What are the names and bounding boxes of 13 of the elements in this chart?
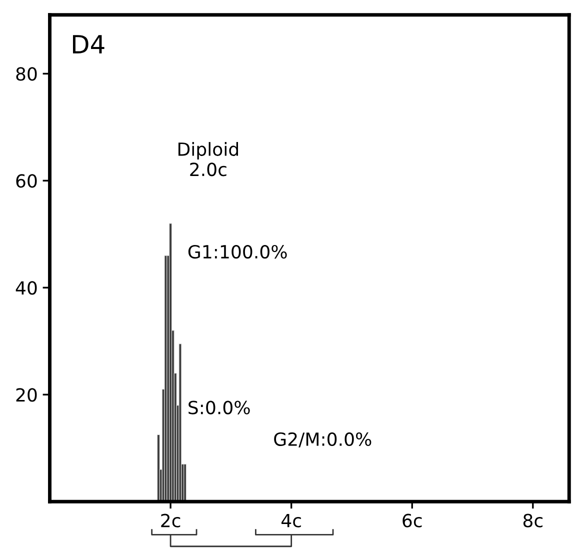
x-tick-label: 6c (402, 514, 422, 528)
y-tick-label: 80 (16, 67, 37, 81)
x-tick-label: 2c (161, 514, 180, 528)
annotation: S:0.0% (188, 400, 250, 414)
x-tick-label: 4c (282, 514, 301, 528)
annotation: G1:100.0% (188, 244, 287, 259)
x-tick-label: 8c (523, 514, 542, 528)
y-tick-label: 60 (16, 174, 37, 188)
y-tick-label: 20 (16, 388, 37, 402)
annotation: Diploid 2.0c (178, 142, 238, 176)
annotation: G2/M:0.0% (274, 432, 372, 448)
text: D4 (72, 35, 104, 54)
y-tick-label: 40 (16, 281, 37, 295)
